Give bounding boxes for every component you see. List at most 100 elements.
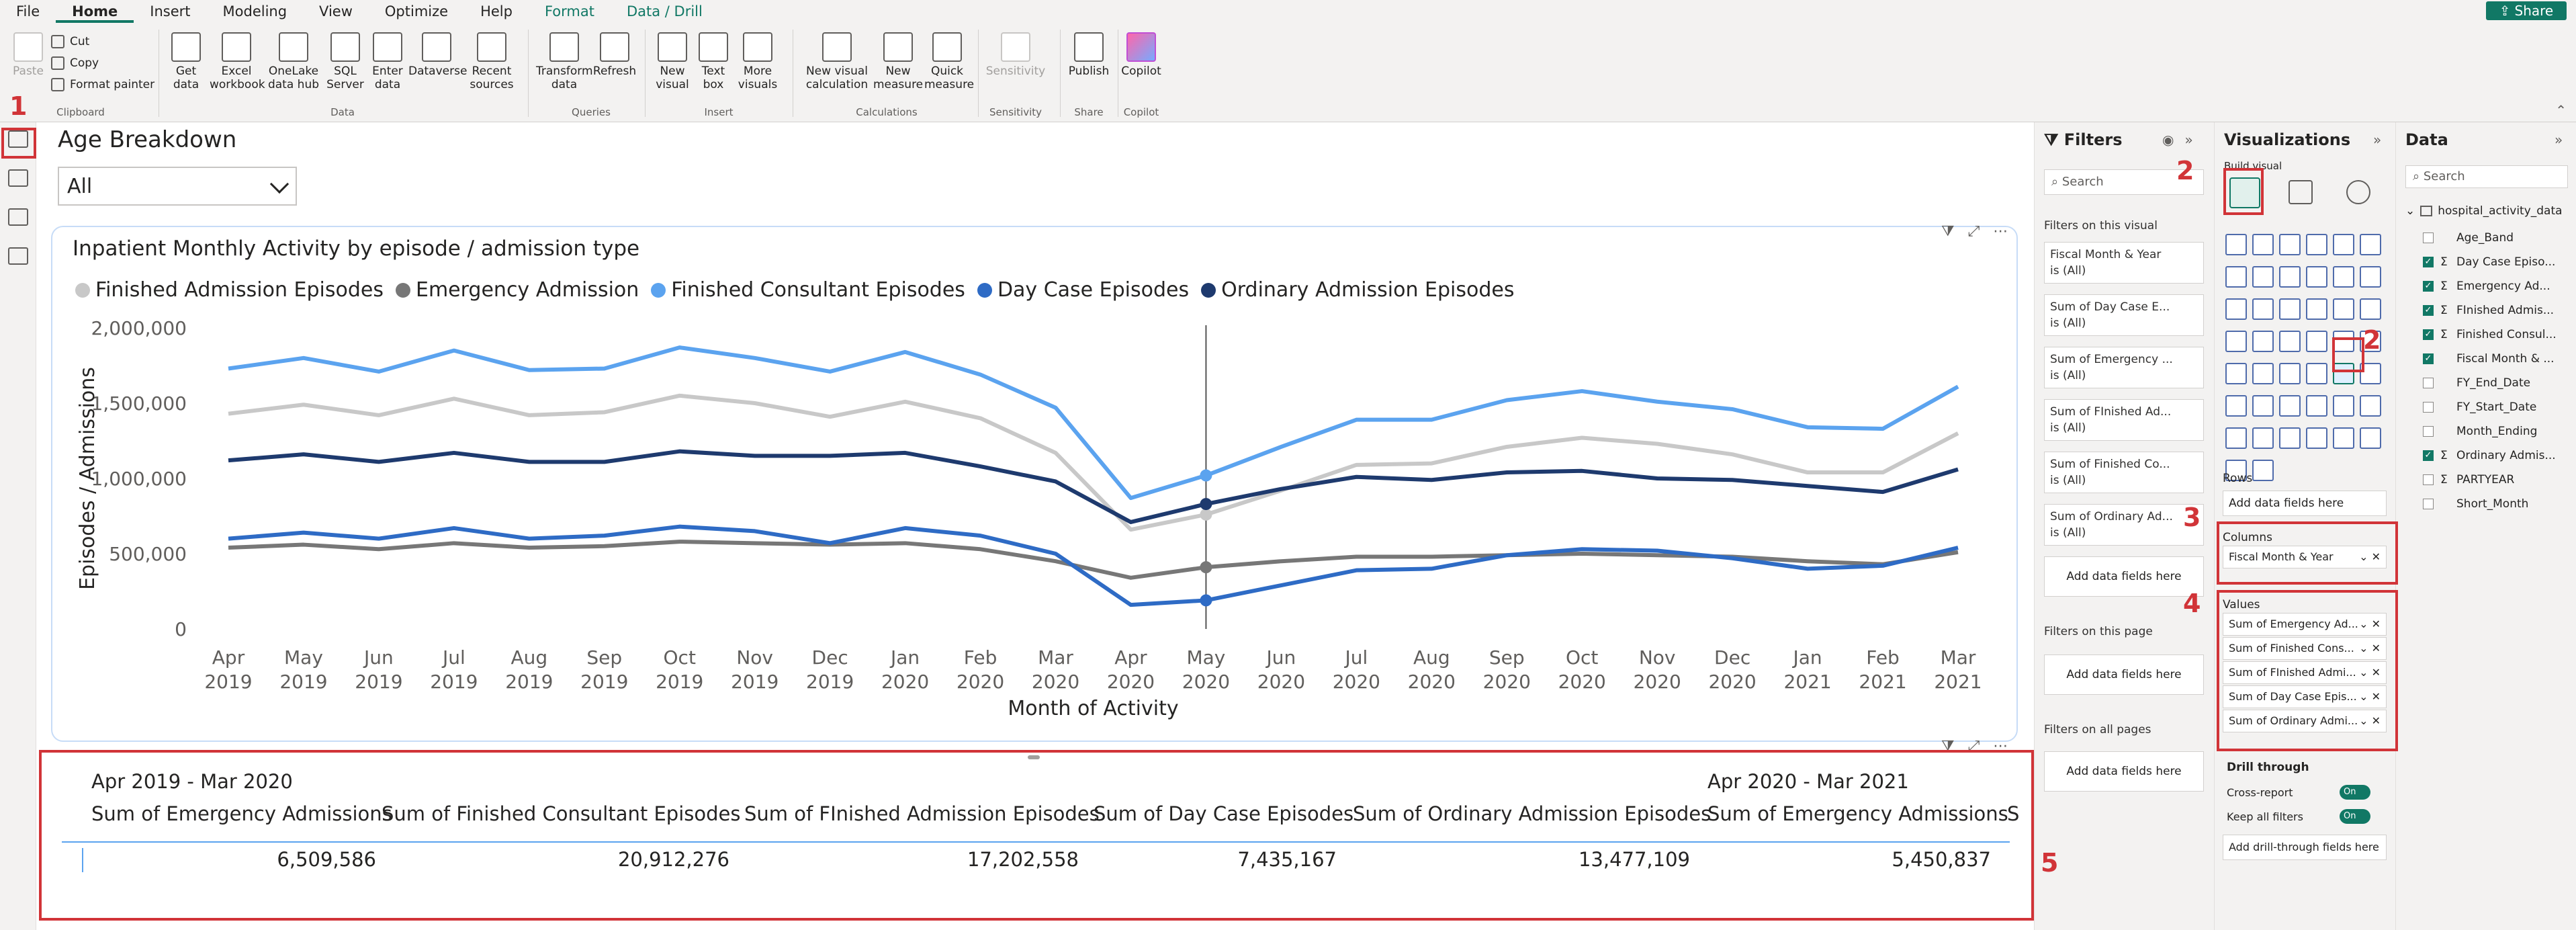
- visual-type-icon[interactable]: [2252, 363, 2274, 384]
- keep-filters-toggle[interactable]: On: [2340, 809, 2370, 824]
- visual-type-icon[interactable]: [2225, 298, 2247, 320]
- field-checkbox[interactable]: [2423, 378, 2434, 388]
- chevron-close-icon[interactable]: ⌄ ✕: [2359, 690, 2381, 703]
- visual-type-icon[interactable]: [2252, 266, 2274, 288]
- age-slicer-dropdown[interactable]: All: [58, 167, 297, 206]
- new-visual-calc-button[interactable]: New visual calculation: [802, 32, 872, 91]
- refresh-button[interactable]: Refresh: [592, 32, 637, 78]
- chevron-close-icon[interactable]: ⌄ ✕: [2359, 714, 2381, 727]
- resize-handle[interactable]: [1028, 755, 1040, 759]
- legend-item[interactable]: Finished Consultant Episodes: [651, 278, 965, 302]
- filters-search-input[interactable]: ⌕ Search: [2044, 169, 2204, 195]
- visual-type-icon[interactable]: [2279, 234, 2301, 255]
- visual-type-icon[interactable]: [2333, 234, 2354, 255]
- excel-workbook-button[interactable]: Excel workbook: [210, 32, 265, 91]
- chevron-close-icon[interactable]: ⌄ ✕: [2359, 666, 2381, 679]
- filter-card[interactable]: Sum of Finished Co... is (All): [2044, 452, 2204, 493]
- visual-type-icon[interactable]: [2333, 266, 2354, 288]
- visual-type-icon[interactable]: [2306, 266, 2327, 288]
- menu-format[interactable]: Format: [544, 3, 594, 19]
- visual-type-icon[interactable]: [2279, 266, 2301, 288]
- data-field[interactable]: ✓ Σ Day Case Episo...: [2423, 255, 2555, 269]
- chevron-close-icon[interactable]: ⌄ ✕: [2359, 550, 2381, 563]
- filter-card[interactable]: Fiscal Month & Year is (All): [2044, 242, 2204, 284]
- cut-button[interactable]: Cut: [51, 35, 89, 48]
- legend-item[interactable]: Ordinary Admission Episodes: [1201, 278, 1515, 302]
- menu-data-drill[interactable]: Data / Drill: [626, 3, 703, 19]
- visual-type-icon[interactable]: [2252, 234, 2274, 255]
- visual-type-icon[interactable]: [2252, 427, 2274, 449]
- analytics-tab-icon[interactable]: [2346, 180, 2370, 204]
- field-checkbox[interactable]: ✓: [2423, 281, 2434, 292]
- column-header[interactable]: S: [2007, 802, 2020, 825]
- table-node[interactable]: ⌄ hospital_activity_data: [2405, 204, 2563, 218]
- visual-type-icon[interactable]: [2333, 427, 2354, 449]
- field-checkbox[interactable]: ✓: [2423, 305, 2434, 316]
- paste-button[interactable]: Paste: [9, 32, 47, 78]
- field-checkbox[interactable]: ✓: [2423, 450, 2434, 461]
- add-all-filter-well[interactable]: Add data fields here: [2044, 751, 2204, 792]
- menu-modeling[interactable]: Modeling: [222, 3, 287, 19]
- column-header[interactable]: Sum of FInished Admission Episodes: [744, 802, 1100, 825]
- more-visuals-button[interactable]: More visuals: [734, 32, 782, 91]
- transform-data-button[interactable]: Transform data: [536, 32, 593, 91]
- new-measure-button[interactable]: New measure: [873, 32, 923, 91]
- visual-type-icon[interactable]: [2252, 395, 2274, 417]
- new-visual-button[interactable]: New visual: [652, 32, 693, 91]
- visual-type-icon[interactable]: [2225, 266, 2247, 288]
- rows-add-field[interactable]: Add data fields here: [2223, 491, 2387, 516]
- period-header[interactable]: Apr 2020 - Mar 2021: [1707, 770, 1909, 793]
- data-field[interactable]: Age_Band: [2423, 231, 2514, 245]
- values-field-pill[interactable]: Sum of Day Case Epis... ⌄ ✕: [2223, 685, 2387, 708]
- publish-button[interactable]: Publish: [1064, 32, 1114, 78]
- data-field[interactable]: Month_Ending: [2423, 425, 2537, 438]
- visual-type-icon[interactable]: [2306, 331, 2327, 352]
- field-checkbox[interactable]: [2423, 232, 2434, 243]
- share-button[interactable]: ⇪ Share: [2486, 1, 2567, 20]
- column-header[interactable]: Sum of Ordinary Admission Episodes: [1353, 802, 1712, 825]
- matrix-visual-type-icon[interactable]: [2333, 363, 2354, 384]
- data-field[interactable]: Σ PARTYEAR: [2423, 473, 2514, 487]
- visual-type-icon[interactable]: [2225, 460, 2247, 481]
- legend-item[interactable]: Emergency Admission: [395, 278, 639, 302]
- eye-icon[interactable]: ◉: [2162, 132, 2174, 148]
- data-field[interactable]: ✓ Σ Ordinary Admis...: [2423, 449, 2556, 462]
- legend-item[interactable]: Day Case Episodes: [977, 278, 1189, 302]
- visual-type-icon[interactable]: [2306, 298, 2327, 320]
- data-field[interactable]: ✓ Σ Emergency Ad...: [2423, 280, 2550, 293]
- visual-type-icon[interactable]: [2225, 234, 2247, 255]
- line-chart-visual[interactable]: [51, 226, 2018, 742]
- visual-type-icon[interactable]: [2360, 234, 2381, 255]
- visual-type-icon[interactable]: [2279, 427, 2301, 449]
- menu-file[interactable]: File: [16, 3, 40, 19]
- format-visual-tab-icon[interactable]: [2289, 180, 2313, 204]
- collapse-icon[interactable]: »: [2184, 132, 2193, 148]
- menu-view[interactable]: View: [319, 3, 353, 19]
- field-checkbox[interactable]: ✓: [2423, 257, 2434, 267]
- values-field-pill[interactable]: Sum of Emergency Ad... ⌄ ✕: [2223, 613, 2387, 636]
- field-checkbox[interactable]: ✓: [2423, 353, 2434, 364]
- visual-type-icon[interactable]: [2360, 427, 2381, 449]
- text-box-button[interactable]: Text box: [695, 32, 732, 91]
- data-field[interactable]: ✓ Fiscal Month & ...: [2423, 352, 2555, 366]
- field-checkbox[interactable]: [2423, 426, 2434, 437]
- visual-type-icon[interactable]: [2279, 395, 2301, 417]
- visual-type-icon[interactable]: [2360, 395, 2381, 417]
- data-field[interactable]: FY_Start_Date: [2423, 400, 2536, 414]
- filter-card[interactable]: Sum of FInished Ad... is (All): [2044, 399, 2204, 441]
- visual-type-icon[interactable]: [2306, 427, 2327, 449]
- values-field-pill[interactable]: Sum of Ordinary Admi... ⌄ ✕: [2223, 710, 2387, 732]
- menu-help[interactable]: Help: [480, 3, 513, 19]
- get-data-button[interactable]: Get data: [164, 32, 208, 91]
- visual-type-icon[interactable]: [2333, 298, 2354, 320]
- add-page-filter-well[interactable]: Add data fields here: [2044, 654, 2204, 695]
- visual-type-icon[interactable]: [2225, 331, 2247, 352]
- add-visual-filter-well[interactable]: Add data fields here: [2044, 556, 2204, 597]
- values-field-pill[interactable]: Sum of Finished Cons... ⌄ ✕: [2223, 637, 2387, 660]
- chevron-close-icon[interactable]: ⌄ ✕: [2359, 642, 2381, 654]
- sensitivity-button[interactable]: Sensitivity: [983, 32, 1048, 78]
- column-header[interactable]: Sum of Day Case Episodes: [1094, 802, 1354, 825]
- visual-type-icon[interactable]: [2225, 427, 2247, 449]
- visual-type-icon[interactable]: [2279, 298, 2301, 320]
- focus-mode-icon[interactable]: ⤢: [1967, 223, 1980, 240]
